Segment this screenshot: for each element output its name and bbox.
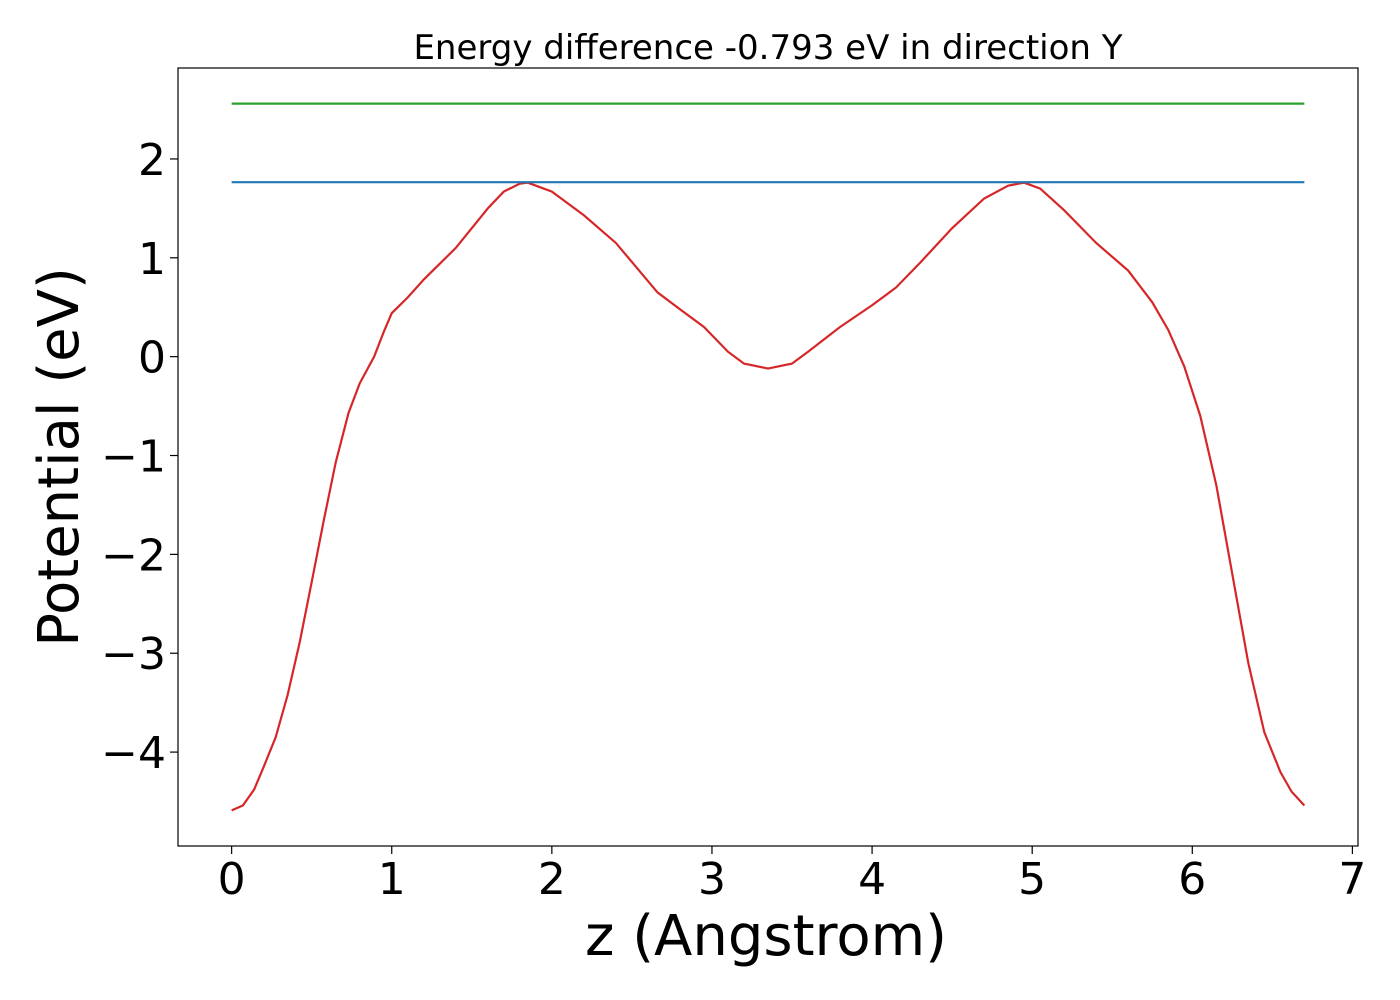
x-tick-label: 2	[538, 854, 566, 905]
x-tick-label: 3	[698, 854, 726, 905]
y-tick-label: −1	[101, 432, 166, 483]
x-tick-label: 7	[1338, 854, 1366, 905]
x-tick-label: 5	[1018, 854, 1046, 905]
x-tick-label: 1	[378, 854, 406, 905]
y-tick-label: 2	[138, 135, 166, 186]
y-tick-label: −3	[101, 629, 166, 680]
x-axis-label: z (Angstrom)	[585, 904, 947, 969]
y-tick-label: 0	[138, 333, 166, 384]
x-tick-label: 0	[218, 854, 246, 905]
y-tick-label: 1	[138, 234, 166, 285]
y-tick-label: −4	[101, 728, 166, 779]
x-tick-label: 4	[858, 854, 886, 905]
y-axis-label: Potential (eV)	[27, 267, 92, 647]
x-tick-label: 6	[1178, 854, 1206, 905]
chart-title: Energy difference -0.793 eV in direction…	[413, 28, 1122, 68]
y-tick-label: −2	[101, 530, 166, 581]
series-line	[231, 181, 1306, 812]
plot-frame	[177, 67, 1359, 847]
